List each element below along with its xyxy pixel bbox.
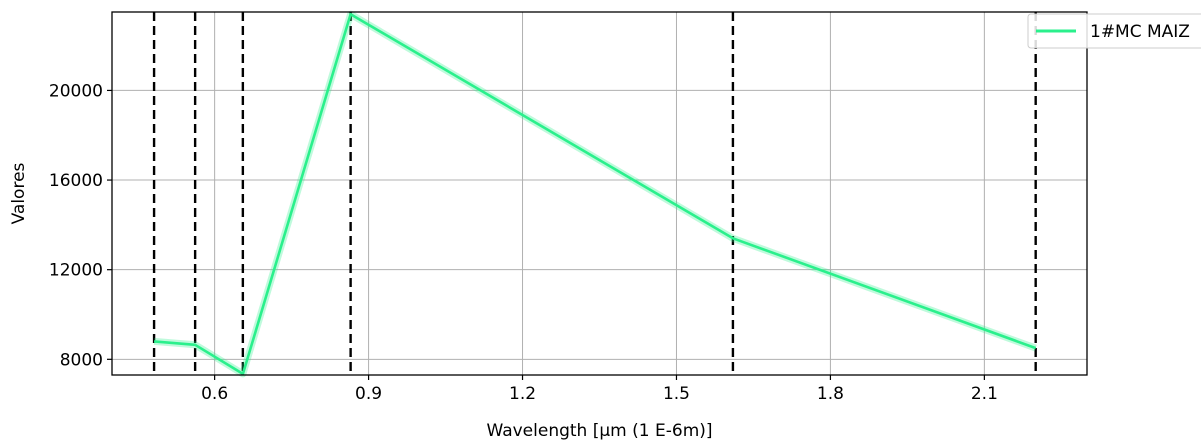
legend: 1#MC MAIZ xyxy=(1027,13,1201,49)
x-axis-label: Wavelength [µm (1 E-6m)] xyxy=(486,421,712,441)
band-marker-lines xyxy=(152,12,1037,375)
y-tick-label: 16000 xyxy=(49,171,103,191)
grid xyxy=(112,12,1087,375)
x-tick-label: 1.8 xyxy=(817,384,844,404)
x-tick-label: 1.2 xyxy=(509,384,536,404)
x-tick-label: 2.1 xyxy=(971,384,998,404)
y-axis-label: Valores xyxy=(9,162,29,224)
legend-label: 1#MC MAIZ xyxy=(1090,22,1190,42)
y-tick-label: 8000 xyxy=(60,350,103,370)
series-lines xyxy=(153,10,1037,378)
series-line xyxy=(153,12,1037,376)
legend-box xyxy=(1027,13,1201,49)
series-band xyxy=(153,10,1037,378)
axis-ticks: 0.6 0.9 1.2 1.5 1.8 2.1 8000 12000 16000 20000 xyxy=(49,81,998,404)
y-tick-label: 20000 xyxy=(49,81,103,101)
plot-frame xyxy=(111,11,1088,376)
x-tick-label: 1.5 xyxy=(663,384,690,404)
x-tick-label: 0.9 xyxy=(355,384,382,404)
y-tick-label: 12000 xyxy=(49,261,103,281)
x-tick-label: 0.6 xyxy=(201,384,228,404)
